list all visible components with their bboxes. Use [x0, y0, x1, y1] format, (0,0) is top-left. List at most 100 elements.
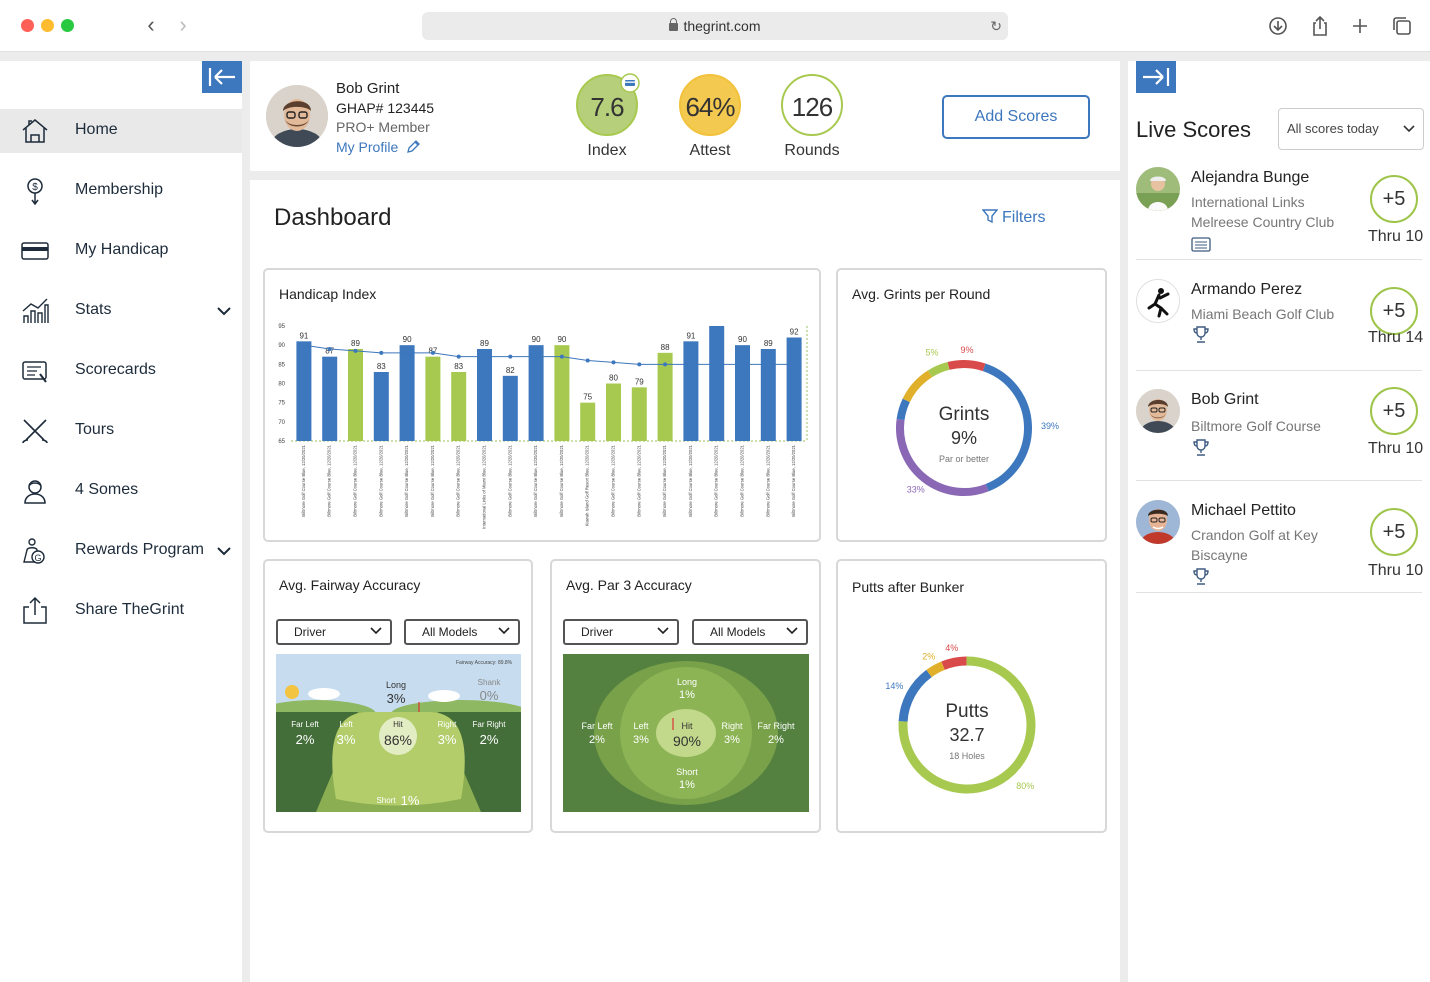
- trophy-icon: [1193, 326, 1209, 343]
- bar: [683, 341, 699, 441]
- sidebar-item-4-somes[interactable]: 4 Somes: [0, 469, 242, 513]
- y-tick-label: 65: [278, 439, 285, 445]
- live-score-row[interactable]: Alejandra Bunge International Links Melr…: [1136, 161, 1423, 260]
- attest-value: 64%: [685, 92, 735, 122]
- club-select[interactable]: Driver: [276, 619, 392, 645]
- short-label: Short: [676, 767, 698, 777]
- bar: [657, 352, 673, 441]
- close-window-button[interactable]: [21, 19, 34, 32]
- attest-stat-circle[interactable]: 64%: [679, 74, 741, 136]
- chevron-down-icon: [1403, 125, 1415, 133]
- trend-point: [430, 350, 435, 355]
- browser-toolbar: ‹ › thegrint.com ↻: [0, 0, 1430, 52]
- player-thru: Thru 10: [1368, 562, 1424, 579]
- my-profile-link[interactable]: My Profile: [336, 139, 421, 155]
- right-value: 3%: [437, 732, 457, 747]
- shank-value: 0%: [479, 688, 499, 703]
- sidebar-item-share-thegrint[interactable]: Share TheGrint: [0, 589, 242, 633]
- player-thru: Thru 10: [1368, 440, 1424, 457]
- right-value: 3%: [724, 734, 740, 746]
- filter-icon: [981, 209, 999, 224]
- trend-point: [327, 347, 332, 351]
- sidebar-item-home[interactable]: Home: [0, 109, 242, 153]
- live-score-row[interactable]: Michael Pettito Crandon Golf at Key Bisc…: [1136, 494, 1423, 593]
- add-scores-button[interactable]: Add Scores: [942, 95, 1090, 139]
- models-select[interactable]: All Models: [404, 619, 520, 645]
- trend-point: [663, 362, 668, 367]
- forward-arrow-icon[interactable]: ›: [179, 12, 187, 37]
- rounds-stat-circle[interactable]: 126: [781, 74, 843, 136]
- player-course: Crandon Golf at Key: [1191, 527, 1318, 543]
- left-value: 3%: [336, 732, 356, 747]
- share-icon[interactable]: [1308, 14, 1332, 38]
- player-course: International Links: [1191, 194, 1305, 210]
- rounds-label: Rounds: [784, 142, 840, 159]
- sidebar-item-rewards-program[interactable]: G Rewards Program: [0, 529, 242, 573]
- live-score-row[interactable]: Bob Grint Biltmore Golf Course +5 Thru 1…: [1136, 383, 1423, 481]
- bar: [322, 356, 338, 441]
- x-tick-label: Biltmore Golf Course Blue, 12/20/2021: [533, 444, 538, 516]
- models-select[interactable]: All Models: [692, 619, 808, 645]
- long-value: 3%: [386, 691, 406, 706]
- user-avatar-icon: [266, 85, 328, 147]
- maximize-window-button[interactable]: [61, 19, 74, 32]
- donut-center-value: 9%: [951, 428, 977, 448]
- bar-value-label: 90: [557, 335, 566, 344]
- bar-value-label: 90: [738, 335, 747, 344]
- chevron-down-icon: [370, 627, 382, 635]
- putts-donut-chart: 4% 80% 14% 2% Putts 32.7 18 Holes: [885, 643, 1036, 794]
- fairway-illustration: [276, 654, 521, 812]
- slice-label: 80%: [1016, 781, 1034, 791]
- shank-label: Shank: [477, 678, 501, 687]
- live-score-row[interactable]: Armando Perez Miami Beach Golf Club +5 T…: [1136, 273, 1423, 371]
- new-tab-icon[interactable]: [1348, 14, 1372, 38]
- live-scores-filter-select[interactable]: All scores today: [1278, 108, 1424, 150]
- bar-value-label: 75: [583, 393, 592, 402]
- bar-value-label: 89: [351, 339, 360, 348]
- sidebar-item-label: Stats: [75, 301, 112, 318]
- trend-line: [303, 344, 795, 365]
- x-tick-label: Biltmore Golf Course Blue, 12/20/2021: [611, 444, 616, 516]
- club-select[interactable]: Driver: [563, 619, 679, 645]
- filters-button[interactable]: Filters: [981, 208, 1046, 227]
- sidebar-item-membership[interactable]: $ Membership: [0, 169, 242, 213]
- bar: [786, 337, 802, 441]
- club-select-value: Driver: [581, 625, 613, 639]
- trend-point: [482, 354, 487, 359]
- bar: [373, 372, 389, 441]
- models-select-value: All Models: [422, 625, 478, 639]
- donut-slice: [896, 419, 989, 496]
- long-label: Long: [385, 680, 407, 690]
- index-stat-circle[interactable]: 7.6: [576, 74, 638, 136]
- collapse-sidebar-button[interactable]: [202, 61, 242, 93]
- tabs-overview-icon[interactable]: [1390, 14, 1414, 38]
- minimize-window-button[interactable]: [41, 19, 54, 32]
- x-tick-label: Biltmore Golf Course Blue, 12/20/2021: [765, 444, 770, 516]
- panel-title: Avg. Grints per Round: [852, 286, 991, 302]
- slice-label: 5%: [925, 348, 938, 358]
- trend-point: [611, 360, 616, 365]
- stats-icon: [22, 298, 49, 323]
- panel-title: Putts after Bunker: [852, 579, 965, 595]
- avatar[interactable]: [266, 85, 328, 147]
- x-tick-label: Biltmore Golf Course Blue, 12/20/2021: [559, 444, 564, 516]
- y-tick-label: 75: [278, 401, 285, 407]
- reload-icon[interactable]: ↻: [990, 18, 1002, 34]
- chevron-down-icon[interactable]: [216, 543, 232, 559]
- download-icon[interactable]: [1266, 14, 1290, 38]
- chevron-down-icon[interactable]: [216, 303, 232, 319]
- donut-slice: [982, 363, 1032, 492]
- x-tick-label: Biltmore Golf Course Blue, 12/20/2021: [327, 444, 332, 516]
- address-bar[interactable]: thegrint.com ↻: [422, 12, 1008, 40]
- svg-text:$: $: [32, 182, 38, 193]
- x-tick-label: Biltmore Golf Course Blue, 12/20/2021: [688, 444, 693, 516]
- back-arrow-icon[interactable]: ‹: [147, 12, 155, 37]
- collapse-live-scores-button[interactable]: [1136, 61, 1176, 93]
- sidebar-item-label: Home: [75, 121, 118, 138]
- sidebar-item-tours[interactable]: Tours: [0, 409, 242, 453]
- sidebar-item-stats[interactable]: Stats: [0, 289, 242, 333]
- sidebar-item-scorecards[interactable]: Scorecards: [0, 349, 242, 393]
- sidebar-item-my-handicap[interactable]: My Handicap: [0, 229, 242, 273]
- player-course-secondary: Biscayne: [1191, 547, 1248, 563]
- long-label: Long: [676, 677, 698, 687]
